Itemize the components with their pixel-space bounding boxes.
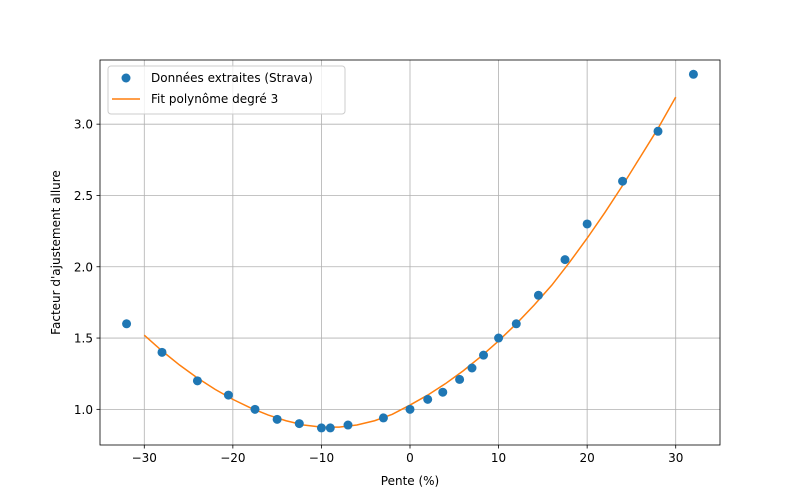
y-axis-label: Facteur d'ajustement allure bbox=[49, 170, 63, 335]
y-tick-label: 1.0 bbox=[74, 403, 93, 417]
scatter-point bbox=[479, 350, 489, 360]
scatter-point bbox=[533, 290, 543, 300]
x-tick-label: −10 bbox=[309, 451, 334, 465]
scatter-point bbox=[223, 390, 233, 400]
scatter-point bbox=[250, 404, 260, 414]
scatter-point bbox=[378, 413, 388, 423]
x-tick-label: 0 bbox=[406, 451, 414, 465]
grid bbox=[100, 60, 720, 445]
scatter-point bbox=[316, 423, 326, 433]
scatter-point bbox=[438, 387, 448, 397]
scatter-point bbox=[582, 219, 592, 229]
legend: Données extraites (Strava) Fit polynôme … bbox=[107, 65, 346, 115]
x-axis-label: Pente (%) bbox=[381, 474, 439, 488]
scatter-point bbox=[192, 376, 202, 386]
scatter-point bbox=[455, 374, 465, 384]
x-tick-label: 30 bbox=[668, 451, 683, 465]
y-tick-label: 3.0 bbox=[74, 118, 93, 132]
scatter-point bbox=[618, 176, 628, 186]
scatter-point bbox=[688, 69, 698, 79]
x-tick-label: 10 bbox=[491, 451, 506, 465]
y-tick-label: 2.5 bbox=[74, 189, 93, 203]
legend-label-scatter: Données extraites (Strava) bbox=[151, 71, 313, 85]
y-tick-label: 1.5 bbox=[74, 332, 93, 346]
scatter-point bbox=[157, 347, 167, 357]
scatter-point bbox=[272, 414, 282, 424]
x-tick-label: 20 bbox=[580, 451, 595, 465]
scatter-point bbox=[467, 363, 477, 373]
scatter-series bbox=[122, 69, 698, 433]
legend-label-fit: Fit polynôme degré 3 bbox=[151, 92, 278, 106]
scatter-point bbox=[325, 423, 335, 433]
scatter-point bbox=[423, 394, 433, 404]
axis-ticks: −30 −20 −10 0 10 20 30 1.0 1.5 2.0 2.5 3.0 bbox=[74, 118, 683, 465]
scatter-point bbox=[122, 319, 132, 329]
y-tick-label: 2.0 bbox=[74, 260, 93, 274]
scatter-point bbox=[294, 419, 304, 429]
x-tick-label: −20 bbox=[220, 451, 245, 465]
scatter-point bbox=[511, 319, 521, 329]
legend-marker-scatter bbox=[121, 73, 131, 83]
scatter-point bbox=[560, 255, 570, 265]
scatter-point bbox=[343, 420, 353, 430]
scatter-point bbox=[494, 333, 504, 343]
x-tick-label: −30 bbox=[132, 451, 157, 465]
scatter-point bbox=[405, 404, 415, 414]
legend-box bbox=[107, 65, 346, 115]
scatter-point bbox=[653, 126, 663, 136]
